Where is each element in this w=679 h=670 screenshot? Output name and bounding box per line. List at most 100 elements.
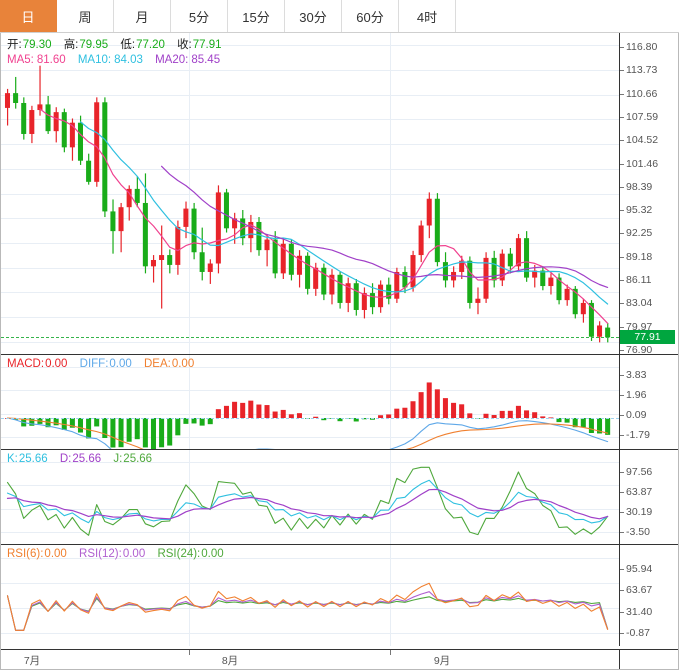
tab-day[interactable]: 日 [0,0,57,32]
macd-axis: 3.83 1.96 0.09 -1.79 [619,355,678,449]
price-axis-label: 76.90 [626,343,653,356]
macd-plot-area[interactable] [1,355,619,449]
rsi-panel: 95.94 63.67 31.40 -0.87 RSI(6):0.00 RSI(12)… [1,545,678,646]
tab-30min[interactable]: 30分 [285,0,342,32]
axis-label: 97.56 [626,466,653,478]
price-axis-label: 79.97 [626,320,653,333]
panel-divider-1 [1,354,678,355]
rsi-plot-area[interactable] [1,545,619,646]
gridline-v [390,33,391,354]
gridline-h [1,583,619,584]
axis-tick [620,233,624,235]
gridline-h [1,95,619,96]
axis-tick [620,532,624,533]
chart-frame: 116.80 113.73 110.66 107.59 104.52 101.46 98.3… [0,33,679,670]
axis-label: 63.67 [626,584,653,597]
axis-label: 31.40 [626,605,653,618]
price-axis-label: 83.04 [626,297,653,310]
kdj-plot-area[interactable] [1,450,619,544]
price-axis-label: 89.18 [626,250,653,263]
gridline-h [1,292,619,293]
panel-divider-2 [1,449,678,450]
x-axis-tick [390,650,391,655]
price-axis-label: 110.66 [626,87,658,100]
tab-month[interactable]: 月 [114,0,171,32]
rsi-axis: 95.94 63.67 31.40 -0.87 [619,545,678,646]
axis-label: -1.79 [626,429,650,441]
axis-tick [620,472,624,473]
axis-label: 30.19 [626,506,653,518]
axis-label: 63.87 [626,486,653,498]
x-axis-label: 8月 [221,655,239,667]
tab-5min[interactable]: 5分 [171,0,228,32]
x-axis-tick [189,650,190,655]
gridline-h [1,45,619,46]
gridline-h [1,119,619,120]
gridline-h [1,218,619,219]
gridline-h [1,485,619,486]
axis-label: 3.83 [626,369,647,381]
gridline-h [1,462,619,463]
axis-tick [620,492,624,493]
axis-label: 95.94 [626,563,653,575]
axis-tick [620,349,624,351]
current-price-badge: 77.91 [620,330,675,345]
axis-tick [620,163,624,165]
gridline-h [1,532,619,533]
price-axis-label: 95.32 [626,204,653,217]
axis-tick [620,375,624,376]
axis-tick [620,395,624,396]
axis-tick [620,116,624,118]
axis-tick [620,569,624,570]
axis-label: 0.09 [626,409,647,421]
axis-tick [620,47,624,48]
panel-divider-3 [1,544,678,545]
tab-60min[interactable]: 60分 [342,0,399,32]
axis-tick [620,633,624,634]
gridline-v [189,355,190,449]
price-axis-label: 86.11 [626,274,652,286]
gridline-h [1,608,619,609]
axis-label: 1.96 [626,389,647,401]
price-axis: 116.80 113.73 110.66 107.59 104.52 101.46 98.3… [619,33,678,356]
gridline-h [1,144,619,145]
gridline-h [1,390,619,391]
tab-4hour[interactable]: 4时 [399,0,456,32]
tab-month-label: 月 [135,9,149,25]
kdj-panel: 97.56 63.87 30.19 -3.50 K:25.66 D:25.66 J:2… [1,450,678,544]
tab-15min[interactable]: 15分 [228,0,285,32]
x-axis-label: 9月 [433,655,451,667]
gridline-h [1,317,619,318]
price-axis-label: 116.80 [626,41,658,53]
tab-bar-filler [456,0,679,32]
axis-label: -3.50 [626,526,650,538]
gridline-h [1,509,619,510]
period-tab-bar: 日 周 月 5分 15分 30分 60分 4时 [0,0,679,33]
price-axis-label: 98.39 [626,180,653,193]
tab-15min-label: 15分 [242,9,270,25]
price-plot-area[interactable] [1,33,619,354]
tab-5min-label: 5分 [188,9,210,25]
x-axis: 7月 8月 9月 [1,649,678,669]
axis-tick [620,186,624,188]
axis-tick [620,256,624,258]
price-axis-label: 104.52 [626,134,659,147]
gridline-h [1,70,619,71]
x-axis-label: 7月 [23,655,41,667]
axis-tick [620,93,624,95]
gridline-h [1,437,619,438]
tab-week-label: 周 [78,9,92,25]
gridline-h [1,633,619,634]
gridline-v [390,545,391,646]
axis-tick [620,326,624,328]
price-axis-label: 113.73 [626,64,658,77]
tab-30min-label: 30分 [299,9,327,25]
axis-tick [620,590,624,592]
current-price-line [1,337,619,339]
tab-week[interactable]: 周 [57,0,114,32]
tab-60min-label: 60分 [356,9,384,25]
gridline-h [1,558,619,559]
gridline-h [1,414,619,415]
gridline-h [1,169,619,170]
